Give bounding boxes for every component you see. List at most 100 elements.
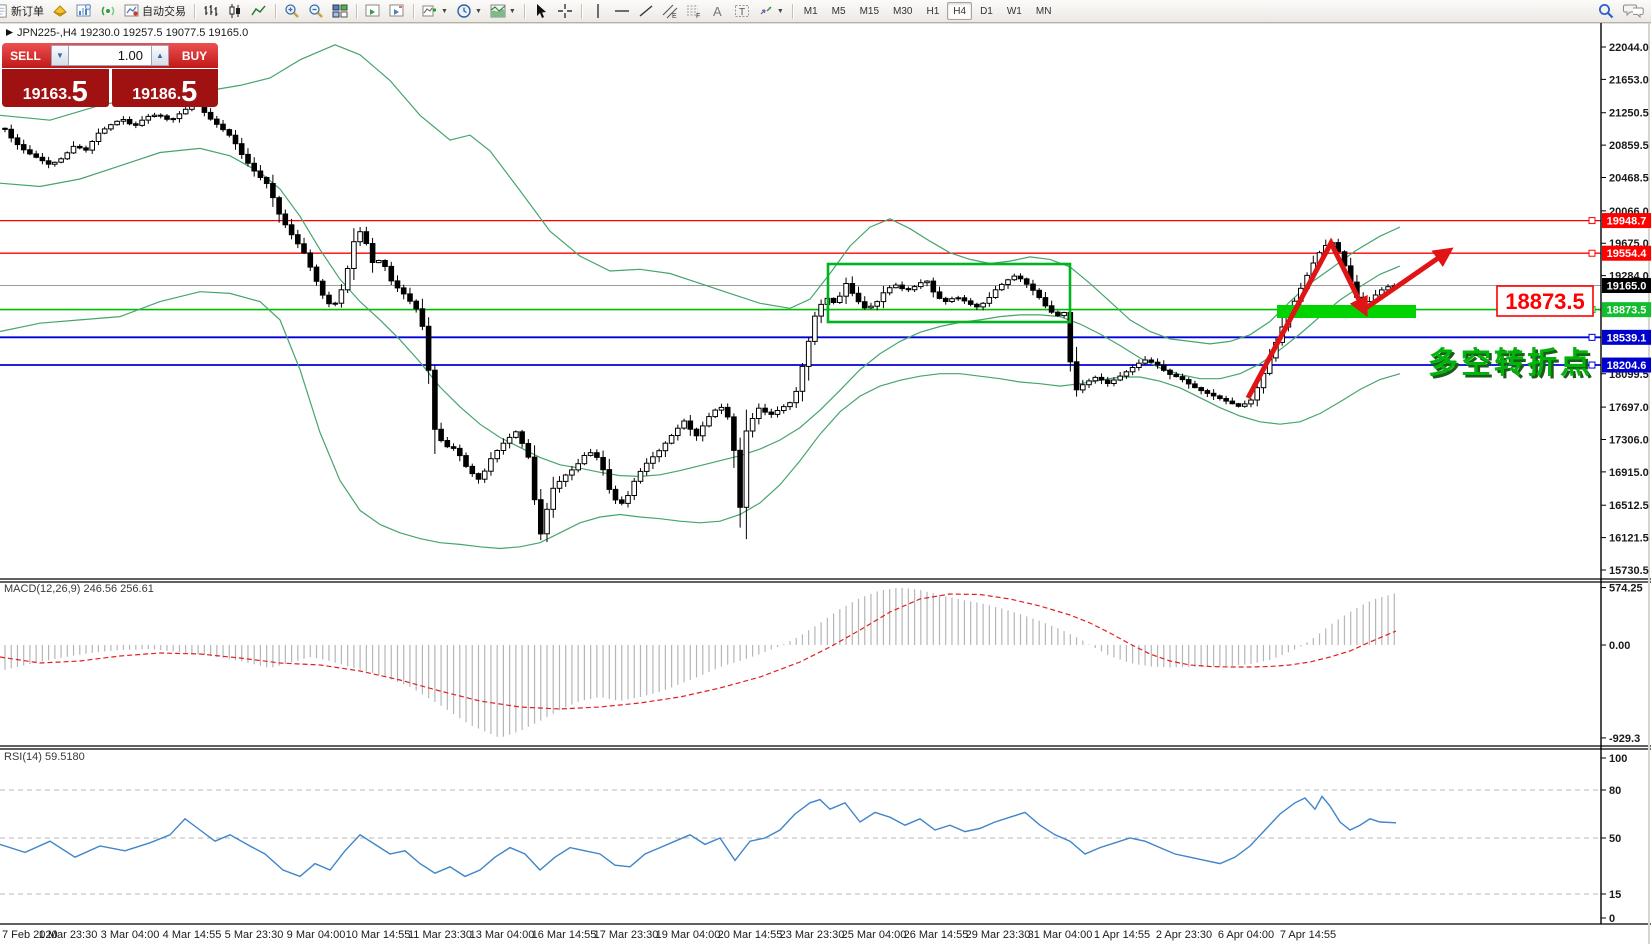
trendline-icon [639, 5, 653, 17]
tile-windows-button[interactable] [329, 2, 351, 20]
sell-price-display[interactable]: 19163. 5 [2, 69, 109, 107]
zoom-in-button[interactable] [281, 2, 303, 20]
svg-text:0: 0 [1609, 913, 1615, 925]
templates-button[interactable]: ▼ [487, 2, 519, 20]
svg-text:5 Mar 23:30: 5 Mar 23:30 [225, 929, 284, 941]
svg-text:9 Mar 04:00: 9 Mar 04:00 [287, 929, 346, 941]
zoom-out-button[interactable] [305, 2, 327, 20]
autotrading-button[interactable]: 自动交易 [121, 2, 189, 20]
svg-text:20859.5: 20859.5 [1609, 140, 1649, 152]
timeframe-M1[interactable]: M1 [803, 5, 818, 17]
new-order-button[interactable]: 新订单 [0, 2, 47, 20]
svg-text:0.00: 0.00 [1609, 640, 1630, 652]
svg-text:17306.0: 17306.0 [1609, 434, 1649, 446]
bar-chart-icon [204, 5, 218, 16]
vertical-line-tool-button[interactable] [587, 2, 609, 20]
indicator-list-button[interactable] [386, 2, 408, 20]
svg-text:100: 100 [1609, 753, 1627, 765]
toolbar-right-icons [1597, 0, 1645, 22]
macd-panel [0, 587, 1397, 737]
svg-text:多空转折点: 多空转折点 [1431, 350, 1596, 383]
bar-chart-mode-button[interactable] [200, 2, 222, 20]
chat-icon[interactable] [1623, 3, 1645, 19]
one-click-trading-panel: SELL ▼ 1.00 ▲ BUY 19163. 5 19186. 5 [2, 43, 218, 107]
svg-text:25 Mar 04:00: 25 Mar 04:00 [842, 929, 907, 941]
svg-text:17697.0: 17697.0 [1609, 402, 1649, 414]
buy-price-pip: 5 [181, 76, 198, 107]
new-indicator-window-button[interactable] [362, 2, 384, 20]
add-indicator-icon [422, 5, 436, 17]
arrows-shapes-icon [760, 6, 772, 15]
template-icon [490, 4, 506, 18]
price-axis[interactable]: 22044.021653.021250.520859.520468.520066… [1601, 42, 1651, 925]
search-icon[interactable] [1597, 2, 1615, 20]
timeframe-group: M1 M5 M15 M30 H1 H4 D1 W1 MN [797, 2, 1059, 20]
fibonacci-tool-button[interactable]: F [683, 2, 705, 20]
zoom-in-icon [285, 4, 299, 18]
timeframe-D1[interactable]: D1 [980, 5, 993, 17]
crosshair-tool-button[interactable] [554, 2, 576, 20]
svg-text:26 Mar 14:55: 26 Mar 14:55 [904, 929, 969, 941]
svg-text:29 Mar 23:30: 29 Mar 23:30 [966, 929, 1031, 941]
timeframe-M30[interactable]: M30 [893, 5, 913, 17]
price-target-label: 18873.5 [1505, 289, 1585, 314]
svg-text:7 Feb 2020: 7 Feb 2020 [2, 929, 58, 941]
svg-text:31 Mar 04:00: 31 Mar 04:00 [1028, 929, 1093, 941]
horizontal-line-tool-button[interactable] [611, 2, 633, 20]
trendline-tool-button[interactable] [635, 2, 657, 20]
svg-text:13 Mar 04:00: 13 Mar 04:00 [470, 929, 535, 941]
svg-text:23 Mar 23:30: 23 Mar 23:30 [780, 929, 845, 941]
periods-button[interactable]: ▼ [453, 2, 485, 20]
timeframe-W1[interactable]: W1 [1006, 5, 1022, 17]
volume-decrease-button[interactable]: ▼ [51, 45, 69, 66]
timeframe-MN[interactable]: MN [1035, 5, 1052, 17]
svg-text:E: E [672, 13, 677, 19]
timeframe-H1[interactable]: H1 [926, 5, 940, 17]
dropdown-caret: ▼ [508, 7, 516, 15]
metaeditor-button[interactable] [49, 2, 71, 20]
cursor-icon [536, 4, 546, 18]
bollinger-bands [0, 44, 1401, 550]
sell-price-int: 19163 [22, 86, 68, 104]
indicator-window-icon [365, 4, 380, 17]
dropdown-caret: ▼ [474, 7, 482, 15]
volume-input[interactable]: 1.00 [69, 45, 151, 66]
buy-price-display[interactable]: 19186. 5 [111, 69, 218, 107]
svg-text:18873.5: 18873.5 [1607, 305, 1647, 317]
market-watch-button[interactable] [73, 2, 95, 20]
signals-button[interactable] [97, 2, 119, 20]
arrows-tool-button[interactable]: ▼ [755, 2, 787, 20]
text-tool-button[interactable]: A [707, 2, 729, 20]
clock-icon [457, 4, 471, 18]
horizontal-line-icon [614, 10, 629, 12]
svg-text:1 Apr 14:55: 1 Apr 14:55 [1094, 929, 1150, 941]
cursor-tool-button[interactable] [530, 2, 552, 20]
autotrading-icon [124, 4, 139, 17]
sell-button[interactable]: SELL [10, 48, 41, 63]
timeframe-H4[interactable]: H4 [947, 2, 973, 20]
svg-text:16915.0: 16915.0 [1609, 467, 1649, 479]
svg-text:22044.0: 22044.0 [1609, 42, 1649, 54]
line-chart-mode-button[interactable] [248, 2, 270, 20]
candlestick-mode-button[interactable] [224, 2, 246, 20]
oct-collapse-arrow-icon[interactable] [6, 29, 13, 36]
svg-text:A: A [713, 4, 722, 19]
signal-icon [101, 6, 115, 16]
add-indicator-button[interactable]: ▼ [419, 2, 451, 20]
text-label-tool-button[interactable]: T [731, 2, 753, 20]
tile-windows-icon [332, 4, 348, 18]
svg-text:19554.4: 19554.4 [1607, 248, 1648, 260]
timeframe-M5[interactable]: M5 [831, 5, 846, 17]
svg-text:21250.5: 21250.5 [1609, 108, 1649, 120]
svg-text:80: 80 [1609, 785, 1621, 797]
svg-text:17 Mar 23:30: 17 Mar 23:30 [594, 929, 659, 941]
timeframe-M15[interactable]: M15 [859, 5, 880, 17]
buy-button[interactable]: BUY [181, 48, 208, 63]
buy-price-dot: . [176, 86, 182, 104]
volume-increase-button[interactable]: ▲ [151, 45, 169, 66]
turning-point-note: 多空转折点 [1428, 347, 1593, 380]
svg-text:2 Apr 23:30: 2 Apr 23:30 [1156, 929, 1212, 941]
channel-tool-button[interactable]: E [659, 2, 681, 20]
